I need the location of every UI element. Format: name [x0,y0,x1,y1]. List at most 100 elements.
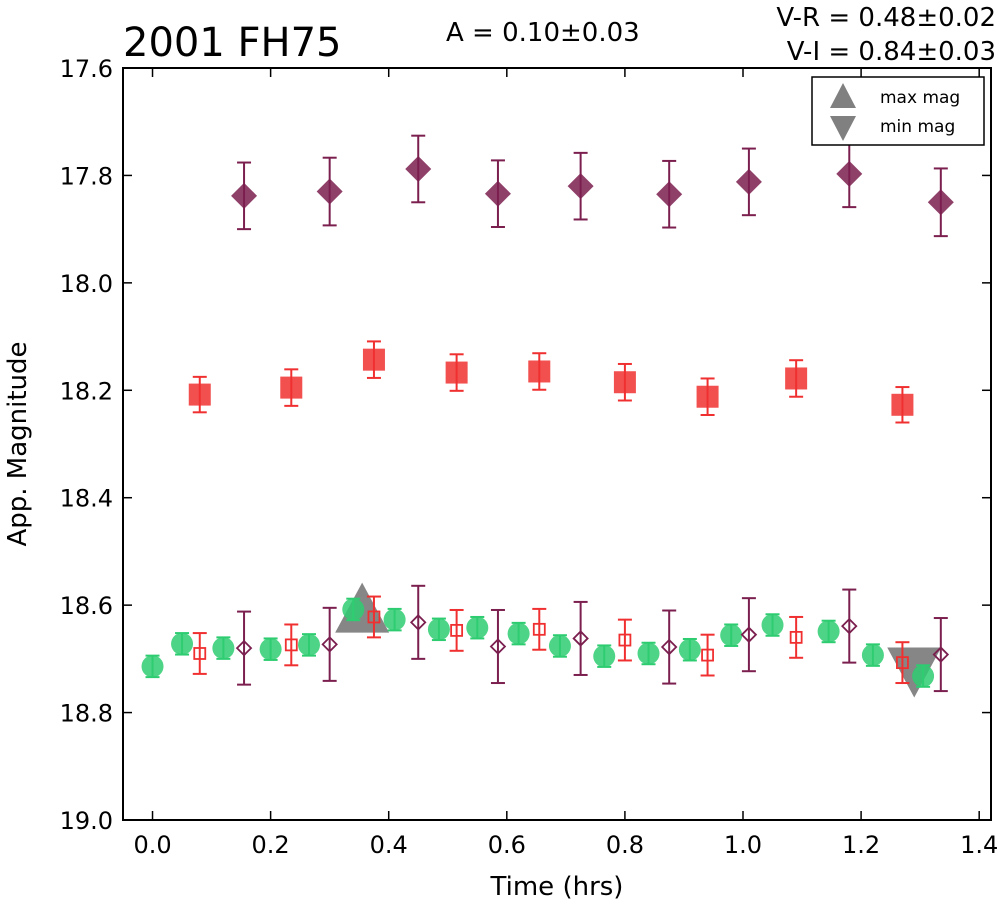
legend-label: min mag [880,117,955,137]
data-point [912,665,935,688]
data-point [932,646,950,663]
legend-min-mag-icon [830,116,856,141]
data-point [405,155,432,182]
data-point [720,624,743,647]
y-tick-label: 18.2 [60,377,113,405]
data-point [567,173,594,200]
x-tick-label: 0.8 [606,831,644,859]
data-point [171,632,194,655]
y-tick-label: 18.6 [60,592,113,620]
v-i-annotation: V-I = 0.84±0.03 [787,37,996,67]
error-bar [617,618,632,662]
data-point [235,639,253,657]
axis-ticks: 0.0 0.2 0.4 0.6 0.8 1.0 1.2 1.4 17.6 17.8 18.0 18.2… [60,55,999,859]
error-bar [237,610,252,686]
error-bar [411,584,426,660]
error-bar [842,588,857,664]
data-point [613,371,636,394]
data-point [445,361,468,384]
error-bar [322,606,337,682]
y-tick-label: 19.0 [60,807,113,835]
x-tick-label: 1.4 [960,831,998,859]
data-point [342,598,365,621]
data-point [141,655,164,678]
series-diamond-filled [231,134,954,238]
x-tick-label: 1.2 [842,831,880,859]
data-point [740,626,758,643]
data-point [316,178,343,205]
data-point [761,614,784,637]
series-circle-filled [141,597,935,688]
legend: max mag min mag [811,76,985,146]
error-bar [490,608,505,685]
error-bar [741,597,756,673]
series-square-filled [188,340,914,424]
data-point [212,637,235,660]
data-point [362,348,385,371]
data-point [656,181,683,208]
data-point [450,623,464,637]
data-point [231,182,258,209]
data-point [817,620,840,643]
y-tick-label: 18.4 [60,485,113,513]
data-point [193,647,207,660]
data-point [891,393,914,416]
chart-title: 2001 FH75 [123,20,342,66]
data-point [489,638,507,655]
data-point [593,645,616,668]
data-point [284,638,298,652]
error-bar [662,609,677,685]
error-bar [700,633,715,677]
data-point [896,656,909,670]
error-bar [532,607,547,651]
series-square-open [192,595,910,685]
legend-label: max mag [880,88,960,108]
x-tick-label: 0.2 [252,831,290,859]
data-point [696,385,719,408]
error-bar [284,623,299,667]
amplitude-annotation: A = 0.10±0.03 [446,18,640,48]
y-tick-label: 18.8 [60,700,113,728]
error-bar [895,641,910,685]
data-point [678,638,701,661]
data-point [548,634,571,657]
error-bar [366,595,381,639]
data-point [701,648,714,662]
data-point [660,638,678,656]
data-point [836,160,863,187]
error-bar [573,600,588,676]
data-point [409,614,427,631]
plot-frame [122,67,992,821]
data-point [789,630,803,644]
data-point [618,633,632,647]
data-point [484,180,511,207]
legend-max-mag-icon [830,83,856,108]
y-tick-label: 18.0 [60,270,113,298]
x-tick-label: 1.0 [724,831,762,859]
data-point [532,622,546,636]
data-point [188,383,211,406]
data-point [841,617,858,635]
data-point [466,616,489,639]
data-marks [141,134,954,698]
data-point [785,367,808,390]
y-axis-label: App. Magnitude [3,341,33,546]
data-point [735,168,762,195]
series-diamond-open [235,584,950,693]
y-tick-label: 17.6 [60,55,113,83]
data-point [383,608,406,631]
error-bar [789,615,804,659]
error-bar [449,608,464,652]
x-tick-label: 0.4 [370,831,408,859]
x-axis-label: Time (hrs) [490,872,624,901]
x-tick-label: 0.0 [133,831,171,859]
data-point [861,644,884,667]
data-point [572,630,589,647]
v-r-annotation: V-R = 0.48±0.02 [776,3,996,33]
data-point [298,633,320,656]
data-point [321,636,338,653]
data-point [280,376,303,399]
data-point [507,622,530,645]
data-point [927,189,954,216]
